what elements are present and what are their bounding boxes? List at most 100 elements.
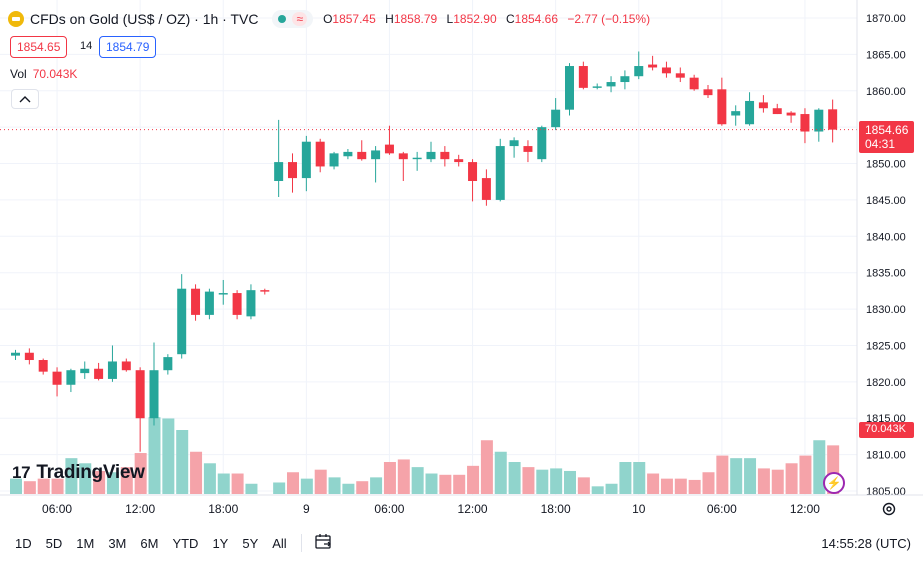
- volume-bar: [522, 467, 535, 494]
- candle: [177, 274, 187, 359]
- sell-price-button[interactable]: 1854.65: [10, 36, 68, 58]
- volume-bar: [425, 473, 438, 494]
- candle: [828, 99, 838, 143]
- candle: [343, 148, 353, 160]
- candle-body: [717, 89, 727, 125]
- candle: [412, 151, 422, 171]
- volume-bar: [65, 458, 78, 494]
- calendar-icon[interactable]: [314, 533, 334, 554]
- candle: [38, 358, 48, 375]
- tradingview-watermark: 17 TradingView: [12, 462, 145, 484]
- price-tick-label: 1810.00: [866, 450, 906, 462]
- volume-bar: [217, 473, 230, 494]
- candle: [24, 348, 34, 365]
- candle-body: [149, 370, 159, 419]
- candle: [523, 140, 533, 163]
- candle-body: [218, 293, 228, 295]
- candle-body: [177, 288, 187, 355]
- volume-bar: [10, 478, 22, 494]
- candle-body: [758, 102, 768, 109]
- price-tick-label: 1805.00: [866, 486, 906, 498]
- candle-body: [634, 66, 644, 77]
- candle: [648, 55, 658, 71]
- candle: [772, 103, 782, 115]
- candle: [301, 135, 311, 192]
- candle-body: [398, 153, 408, 160]
- candle: [495, 138, 505, 202]
- candle-body: [606, 82, 616, 87]
- gear-icon[interactable]: [881, 501, 897, 522]
- time-tick-label: 06:00: [374, 502, 404, 516]
- candle-body: [454, 159, 464, 163]
- candle-body: [274, 162, 284, 182]
- legend-header: CFDs on Gold (US$ / OZ) · 1h · TVC ≈ O18…: [8, 8, 656, 30]
- price-tick-label: 1840.00: [866, 231, 906, 243]
- candle-body: [675, 73, 685, 78]
- range-button-1d[interactable]: 1D: [15, 535, 32, 551]
- candle: [371, 146, 381, 183]
- candle-body: [537, 127, 547, 160]
- range-button-all[interactable]: All: [272, 535, 287, 551]
- range-button-ytd[interactable]: YTD: [172, 535, 199, 551]
- range-button-1y[interactable]: 1Y: [212, 535, 229, 551]
- range-button-1m[interactable]: 1M: [76, 535, 95, 551]
- candle-body: [689, 77, 699, 90]
- volume-bar: [785, 463, 798, 494]
- price-tick-label: 1850.00: [866, 159, 906, 171]
- candle: [398, 151, 408, 182]
- price-tick-label: 1860.00: [866, 86, 906, 98]
- candle-body: [745, 100, 755, 125]
- candle-body: [481, 178, 491, 200]
- price-tick-label: 1835.00: [866, 268, 906, 280]
- gold-symbol-icon: [8, 11, 24, 27]
- symbol-title[interactable]: CFDs on Gold (US$ / OZ) · 1h · TVC: [30, 11, 259, 27]
- volume-label: Vol: [10, 67, 27, 81]
- volume-bar: [397, 459, 410, 494]
- time-tick-label: 06:00: [42, 502, 72, 516]
- utc-clock[interactable]: 14:55:28 (UTC): [821, 535, 911, 551]
- candle: [578, 61, 588, 90]
- volume-bar: [356, 481, 369, 494]
- candle: [191, 284, 201, 321]
- candle: [440, 146, 450, 167]
- candle: [731, 105, 741, 126]
- range-button-5d[interactable]: 5D: [45, 535, 63, 551]
- candle-body: [38, 360, 48, 372]
- candle-body: [578, 66, 588, 88]
- candle-body: [661, 67, 671, 74]
- volume-bar: [439, 474, 452, 494]
- volume-bar: [106, 472, 119, 494]
- candle-body: [620, 76, 630, 83]
- wave-icon: ≈: [292, 12, 308, 26]
- volume-bar: [467, 465, 480, 494]
- market-status[interactable]: ≈: [272, 10, 314, 28]
- candle: [121, 358, 131, 372]
- volume-bar: [660, 478, 673, 494]
- volume-bar: [633, 462, 646, 494]
- candle: [689, 74, 699, 91]
- buy-price-button[interactable]: 1854.79: [99, 36, 157, 58]
- volume-bar: [148, 417, 161, 494]
- price-tick-label: 1820.00: [866, 377, 906, 389]
- candle-body: [703, 89, 713, 96]
- collapse-legend-button[interactable]: [11, 89, 39, 109]
- range-button-5y[interactable]: 5Y: [242, 535, 259, 551]
- time-tick-label: 9: [303, 502, 310, 516]
- volume-bar: [564, 470, 576, 494]
- range-button-3m[interactable]: 3M: [108, 535, 127, 551]
- range-button-6m[interactable]: 6M: [140, 535, 159, 551]
- candle-body: [772, 108, 782, 115]
- time-tick-label: 12:00: [458, 502, 488, 516]
- volume-bar: [370, 477, 383, 494]
- candle-body: [343, 151, 353, 157]
- chart-grid: [0, 0, 857, 495]
- ohlc-values: O1857.45 H1858.79 L1852.90 C1854.66 −2.7…: [323, 12, 656, 26]
- lightning-icon[interactable]: ⚡: [823, 472, 845, 494]
- volume-bar: [494, 451, 507, 494]
- volume-bar: [730, 458, 743, 494]
- candle-body: [384, 144, 394, 154]
- time-tick-label: 18:00: [541, 502, 571, 516]
- candle: [606, 76, 616, 93]
- candle-body: [426, 151, 436, 160]
- tradingview-wordmark: TradingView: [36, 462, 145, 483]
